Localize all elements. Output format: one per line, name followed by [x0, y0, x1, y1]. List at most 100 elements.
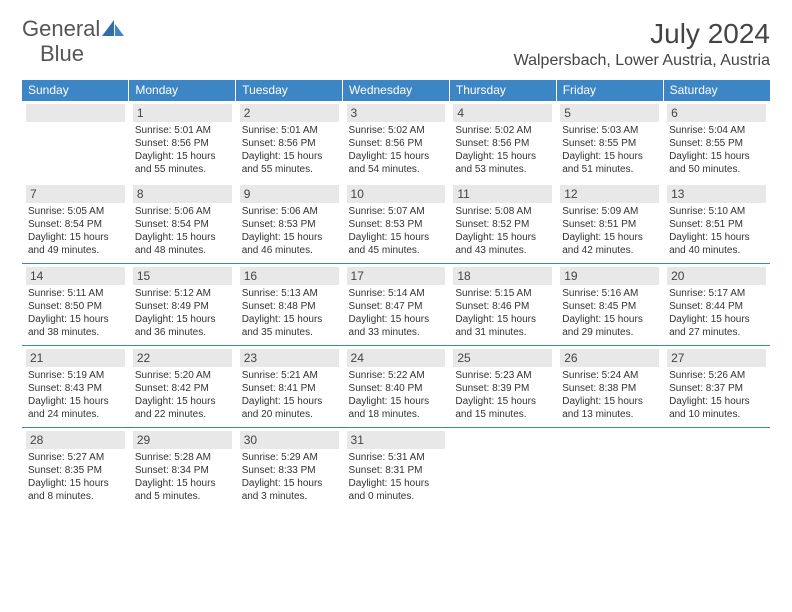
day-cell: 16 Sunrise: 5:13 AMSunset: 8:48 PMDayligh…	[236, 264, 343, 346]
day-number: 28	[26, 431, 125, 449]
sunset-line: Sunset: 8:39 PM	[455, 382, 550, 395]
day-details: Sunrise: 5:22 AMSunset: 8:40 PMDaylight:…	[347, 369, 446, 421]
day-number: 26	[560, 349, 659, 367]
day-number: 16	[240, 267, 339, 285]
day-details: Sunrise: 5:19 AMSunset: 8:43 PMDaylight:…	[26, 369, 125, 421]
day-number: 31	[347, 431, 446, 449]
day-number: 30	[240, 431, 339, 449]
day-cell: 20Sunrise: 5:17 AMSunset: 8:44 PMDayligh…	[663, 264, 770, 346]
day-details: Sunrise: 5:09 AMSunset: 8:51 PMDaylight:…	[560, 205, 659, 257]
week-row: 1Sunrise: 5:01 AMSunset: 8:56 PMDaylight…	[22, 101, 770, 183]
day-cell	[663, 428, 770, 510]
daylight-line: Daylight: 15 hours and 46 minutes.	[242, 231, 337, 257]
day-cell: 19 Sunrise: 5:16 AMSunset: 8:45 PMDayligh…	[556, 264, 663, 346]
day-details: Sunrise: 5:17 AMSunset: 8:44 PMDaylight:…	[667, 287, 766, 339]
day-details: Sunrise: 5:26 AMSunset: 8:37 PMDaylight:…	[667, 369, 766, 421]
day-cell	[556, 428, 663, 510]
sunrise-line: Sunrise: 5:16 AM	[562, 287, 657, 300]
day-number: 2	[240, 104, 339, 122]
day-details: Sunrise: 5:11 AMSunset: 8:50 PMDaylight:…	[26, 287, 125, 339]
sunset-line: Sunset: 8:47 PM	[349, 300, 444, 313]
sunset-line: Sunset: 8:55 PM	[562, 137, 657, 150]
sunset-line: Sunset: 8:34 PM	[135, 464, 230, 477]
sunset-line: Sunset: 8:55 PM	[669, 137, 764, 150]
day-details: Sunrise: 5:24 AMSunset: 8:38 PMDaylight:…	[560, 369, 659, 421]
day-cell: 17Sunrise: 5:14 AMSunset: 8:47 PMDayligh…	[343, 264, 450, 346]
week-row: 21Sunrise: 5:19 AMSunset: 8:43 PMDayligh…	[22, 346, 770, 428]
week-row: 7Sunrise: 5:05 AMSunset: 8:54 PMDaylight…	[22, 182, 770, 264]
day-cell: 8Sunrise: 5:06 AMSunset: 8:54 PMDaylight…	[129, 182, 236, 264]
daylight-line: Daylight: 15 hours and 5 minutes.	[135, 477, 230, 503]
daylight-line: Daylight: 15 hours and 45 minutes.	[349, 231, 444, 257]
sunrise-line: Sunrise: 5:07 AM	[349, 205, 444, 218]
brand-logo: General Blue	[22, 18, 124, 66]
daylight-line: Daylight: 15 hours and 10 minutes.	[669, 395, 764, 421]
sunrise-line: Sunrise: 5:11 AM	[28, 287, 123, 300]
day-cell: 18Sunrise: 5:15 AMSunset: 8:46 PMDayligh…	[449, 264, 556, 346]
day-number: 29	[133, 431, 232, 449]
sunset-line: Sunset: 8:43 PM	[28, 382, 123, 395]
day-number: 3	[347, 104, 446, 122]
month-title: July 2024	[514, 18, 770, 50]
day-cell: 24Sunrise: 5:22 AMSunset: 8:40 PMDayligh…	[343, 346, 450, 428]
day-number: 19	[560, 267, 659, 285]
daylight-line: Daylight: 15 hours and 35 minutes.	[242, 313, 337, 339]
dow-header-sunday: Sunday	[22, 80, 129, 101]
day-number: 27	[667, 349, 766, 367]
day-number: 1	[133, 104, 232, 122]
sunrise-line: Sunrise: 5:26 AM	[669, 369, 764, 382]
daylight-line: Daylight: 15 hours and 3 minutes.	[242, 477, 337, 503]
daylight-line: Daylight: 15 hours and 15 minutes.	[455, 395, 550, 421]
day-details: Sunrise: 5:08 AMSunset: 8:52 PMDaylight:…	[453, 205, 552, 257]
day-number: 25	[453, 349, 552, 367]
day-number: 9	[240, 185, 339, 203]
sunset-line: Sunset: 8:54 PM	[135, 218, 230, 231]
sunset-line: Sunset: 8:35 PM	[28, 464, 123, 477]
day-number: 10	[347, 185, 446, 203]
day-details: Sunrise: 5:20 AMSunset: 8:42 PMDaylight:…	[133, 369, 232, 421]
day-details: Sunrise: 5:03 AMSunset: 8:55 PMDaylight:…	[560, 124, 659, 176]
sunset-line: Sunset: 8:54 PM	[28, 218, 123, 231]
sunset-line: Sunset: 8:50 PM	[28, 300, 123, 313]
daylight-line: Daylight: 15 hours and 50 minutes.	[669, 150, 764, 176]
sunrise-line: Sunrise: 5:14 AM	[349, 287, 444, 300]
sunrise-line: Sunrise: 5:06 AM	[242, 205, 337, 218]
daylight-line: Daylight: 15 hours and 27 minutes.	[669, 313, 764, 339]
day-details: Sunrise: 5:02 AMSunset: 8:56 PMDaylight:…	[453, 124, 552, 176]
day-details: Sunrise: 5:13 AMSunset: 8:48 PMDaylight:…	[240, 287, 339, 339]
sunrise-line: Sunrise: 5:27 AM	[28, 451, 123, 464]
calendar-body: 1Sunrise: 5:01 AMSunset: 8:56 PMDaylight…	[22, 101, 770, 510]
sunset-line: Sunset: 8:51 PM	[562, 218, 657, 231]
sunset-line: Sunset: 8:53 PM	[242, 218, 337, 231]
daylight-line: Daylight: 15 hours and 36 minutes.	[135, 313, 230, 339]
sunset-line: Sunset: 8:56 PM	[455, 137, 550, 150]
dow-header-monday: Monday	[129, 80, 236, 101]
sunrise-line: Sunrise: 5:31 AM	[349, 451, 444, 464]
day-details: Sunrise: 5:04 AMSunset: 8:55 PMDaylight:…	[667, 124, 766, 176]
daylight-line: Daylight: 15 hours and 38 minutes.	[28, 313, 123, 339]
page-header: General Blue July 2024 Walpersbach, Lowe…	[22, 18, 770, 70]
daylight-line: Daylight: 15 hours and 20 minutes.	[242, 395, 337, 421]
daylight-line: Daylight: 15 hours and 0 minutes.	[349, 477, 444, 503]
dow-header-thursday: Thursday	[449, 80, 556, 101]
brand-text-2: Blue	[22, 41, 84, 66]
day-number: 22	[133, 349, 232, 367]
daylight-line: Daylight: 15 hours and 29 minutes.	[562, 313, 657, 339]
sunrise-line: Sunrise: 5:02 AM	[349, 124, 444, 137]
sunrise-line: Sunrise: 5:02 AM	[455, 124, 550, 137]
sunset-line: Sunset: 8:49 PM	[135, 300, 230, 313]
daylight-line: Daylight: 15 hours and 51 minutes.	[562, 150, 657, 176]
sunset-line: Sunset: 8:56 PM	[242, 137, 337, 150]
day-cell: 26 Sunrise: 5:24 AMSunset: 8:38 PMDayligh…	[556, 346, 663, 428]
day-cell: 22 Sunrise: 5:20 AMSunset: 8:42 PMDayligh…	[129, 346, 236, 428]
daylight-line: Daylight: 15 hours and 8 minutes.	[28, 477, 123, 503]
sunset-line: Sunset: 8:51 PM	[669, 218, 764, 231]
day-details: Sunrise: 5:15 AMSunset: 8:46 PMDaylight:…	[453, 287, 552, 339]
day-cell: 6Sunrise: 5:04 AMSunset: 8:55 PMDaylight…	[663, 101, 770, 183]
sunset-line: Sunset: 8:45 PM	[562, 300, 657, 313]
location-text: Walpersbach, Lower Austria, Austria	[514, 52, 770, 70]
day-cell: 4Sunrise: 5:02 AMSunset: 8:56 PMDaylight…	[449, 101, 556, 183]
day-details: Sunrise: 5:06 AMSunset: 8:53 PMDaylight:…	[240, 205, 339, 257]
day-details: Sunrise: 5:29 AMSunset: 8:33 PMDaylight:…	[240, 451, 339, 503]
day-cell: 7Sunrise: 5:05 AMSunset: 8:54 PMDaylight…	[22, 182, 129, 264]
